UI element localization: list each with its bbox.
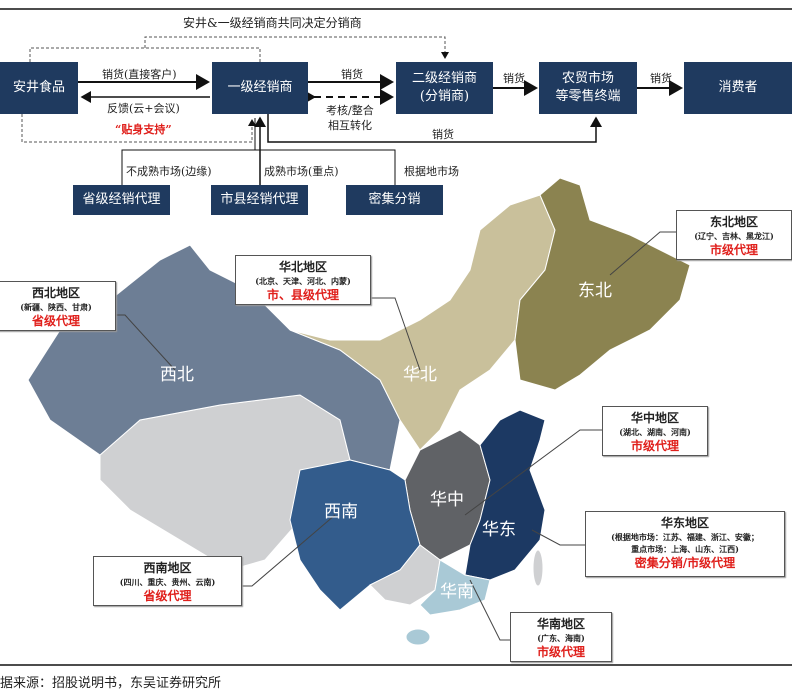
callout-title: 西北地区 xyxy=(31,286,80,300)
region-name-south: 华南 xyxy=(440,582,474,602)
callout-southwest: 西南地区 (四川、重庆、贵州、云南) 省级代理 xyxy=(93,556,242,606)
node-consumer: 消费者 xyxy=(684,62,792,114)
callout-provinces: (辽宁、吉林、黑龙江) xyxy=(694,231,774,241)
node-anjing: 安井食品 xyxy=(0,62,78,114)
callout-title: 华北地区 xyxy=(278,260,327,274)
callout-title: 西南地区 xyxy=(143,561,192,575)
support-label: “贴身支持” xyxy=(115,123,172,136)
callout-agent: 密集分销/市级代理 xyxy=(634,556,736,570)
callout-south: 华南地区 (广东、海南) 市级代理 xyxy=(510,612,612,662)
arrow-t1-market xyxy=(267,114,602,143)
callout-lines xyxy=(116,231,676,641)
node-tier1: 一级经销商 xyxy=(212,62,308,114)
source-note: 据来源：招股说明书，东吴证券研究所 xyxy=(0,676,222,691)
edge-label: 销货 xyxy=(650,72,672,85)
callout-east: 华东地区 (根据地市场：江苏、福建、浙江、安徽； 重点市场：上海、山东、江西) … xyxy=(585,511,785,577)
region-east xyxy=(464,409,546,581)
callout-north: 华北地区 (北京、天津、河北、内蒙) 市、县级代理 xyxy=(235,255,371,305)
edge-label: 相互转化 xyxy=(328,119,372,132)
region-name-northwest: 西北 xyxy=(160,365,194,385)
region-name-central: 华中 xyxy=(430,490,464,510)
callout-agent: 市级代理 xyxy=(709,243,758,257)
callout-northeast: 东北地区 (辽宁、吉林、黑龙江) 市级代理 xyxy=(676,210,792,260)
callout-title: 华南地区 xyxy=(536,617,585,631)
callout-agent: 省级代理 xyxy=(143,589,192,603)
callout-central: 华中地区 (湖北、湖南、河南) 市级代理 xyxy=(602,406,708,456)
callout-title: 华中地区 xyxy=(630,411,679,425)
top-note: 安井&一级经销商共同决定分销商 xyxy=(183,16,362,30)
taiwan-island xyxy=(532,549,544,587)
node-label: 密集分销 xyxy=(368,192,421,207)
node-label: 二级经销商 xyxy=(411,71,477,86)
node-tier2: 二级经销商 (分销商) xyxy=(396,62,493,114)
node-label: 安井食品 xyxy=(12,80,65,95)
callout-provinces: (根据地市场：江苏、福建、浙江、安徽； xyxy=(611,532,759,542)
node-label: 消费者 xyxy=(718,80,758,95)
region-south xyxy=(419,559,491,616)
node-label: 省级经销代理 xyxy=(82,192,161,207)
node-label: 一级经销商 xyxy=(227,80,293,95)
support-loop xyxy=(21,114,256,143)
dashed-connector xyxy=(29,47,261,62)
region-name-north: 华北 xyxy=(403,365,437,385)
china-map xyxy=(27,177,691,646)
callout-title: 华东地区 xyxy=(660,516,709,530)
channel-provincial: 省级经销代理 xyxy=(73,185,170,215)
edge-label: 反馈(云+会议) xyxy=(107,102,180,115)
callout-northwest: 西北地区 (新疆、陕西、甘肃) 省级代理 xyxy=(0,281,116,331)
node-label: (分销商) xyxy=(419,89,470,104)
dashed-connector xyxy=(144,36,449,59)
callout-agent: 市级代理 xyxy=(536,645,585,659)
channel-city-county: 市县经销代理 xyxy=(211,185,308,215)
channel-market: 根据地市场 xyxy=(404,165,459,178)
callout-provinces: (北京、天津、河北、内蒙) xyxy=(255,276,351,286)
region-name-southwest: 西南 xyxy=(324,502,358,522)
channel-market: 不成熟市场(边缘) xyxy=(126,165,212,178)
hainan-island xyxy=(405,628,431,646)
edge-label: 销货(直接客户) xyxy=(102,68,177,81)
edge-label: 销货 xyxy=(341,68,363,81)
callout-agent: 市、县级代理 xyxy=(266,288,339,302)
callout-provinces: (广东、海南) xyxy=(537,633,585,643)
node-label: 等零售终端 xyxy=(555,89,621,104)
callout-provinces: (湖北、湖南、河南) xyxy=(619,427,691,437)
region-name-northeast: 东北 xyxy=(578,281,612,301)
edge-label: 考核/整合 xyxy=(326,104,374,117)
callout-title: 东北地区 xyxy=(709,215,758,229)
callout-provinces: (四川、重庆、贵州、云南) xyxy=(119,577,216,587)
node-market: 农贸市场 等零售终端 xyxy=(539,62,637,114)
channel-market: 成熟市场(重点) xyxy=(264,165,339,178)
callout-provinces: 重点市场：上海、山东、江西) xyxy=(631,544,739,554)
edge-label: 销货 xyxy=(503,72,525,85)
region-northeast xyxy=(514,177,691,391)
channel-branch xyxy=(121,149,396,185)
node-label: 市县经销代理 xyxy=(220,192,299,207)
node-label: 农贸市场 xyxy=(561,71,614,86)
callout-agent: 市级代理 xyxy=(630,439,679,453)
callout-provinces: (新疆、陕西、甘肃) xyxy=(20,302,92,312)
region-name-east: 华东 xyxy=(482,520,516,540)
channel-dense: 密集分销 xyxy=(346,185,443,215)
edge-label: 销货 xyxy=(432,128,454,141)
callout-agent: 省级代理 xyxy=(31,314,80,328)
